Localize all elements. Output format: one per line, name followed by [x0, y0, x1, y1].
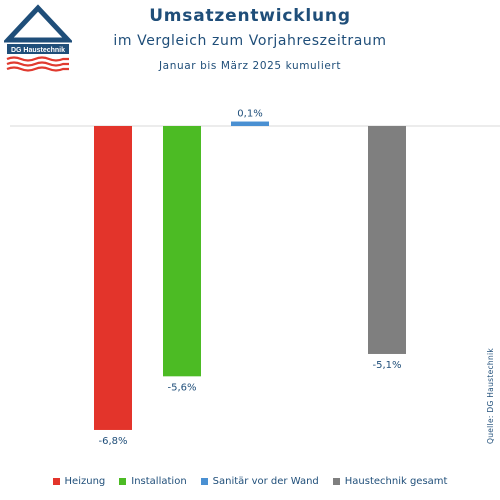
chart-period: Januar bis März 2025 kumuliert [158, 60, 342, 72]
legend-item-2: Installation [119, 476, 187, 487]
bar-4 [368, 126, 406, 354]
bar-2 [163, 126, 201, 377]
dg-haustechnik-logo: DG Haustechnik [4, 4, 72, 72]
source-note: Quelle: DG Haustechnik [486, 347, 495, 444]
data-label-2: -5,6% [167, 382, 196, 393]
legend-label: Heizung [64, 476, 106, 487]
legend-swatch [332, 478, 340, 485]
legend-label: Haustechnik gesamt [344, 476, 448, 487]
data-label-4: -5,1% [372, 360, 401, 371]
bar-1 [94, 126, 132, 430]
chart-title: Umsatzentwicklung [149, 6, 351, 26]
legend-label: Installation [131, 476, 187, 487]
legend-swatch [200, 478, 208, 485]
legend-swatch [119, 478, 127, 485]
legend-swatch [52, 478, 60, 485]
legend: Heizung Installation Sanitär vor der Wand H… [0, 476, 500, 487]
data-label-3: 0,1% [237, 109, 262, 120]
legend-label: Sanitär vor der Wand [212, 476, 319, 487]
legend-item-1: Heizung [52, 476, 106, 487]
legend-item-4: Haustechnik gesamt [332, 476, 448, 487]
bar-3 [231, 121, 269, 126]
data-label-1: -6,8% [98, 436, 127, 447]
chart-subtitle: im Vergleich zum Vorjahreszeitraum [113, 33, 387, 49]
legend-item-3: Sanitär vor der Wand [200, 476, 319, 487]
logo-text: DG Haustechnik [11, 47, 65, 54]
